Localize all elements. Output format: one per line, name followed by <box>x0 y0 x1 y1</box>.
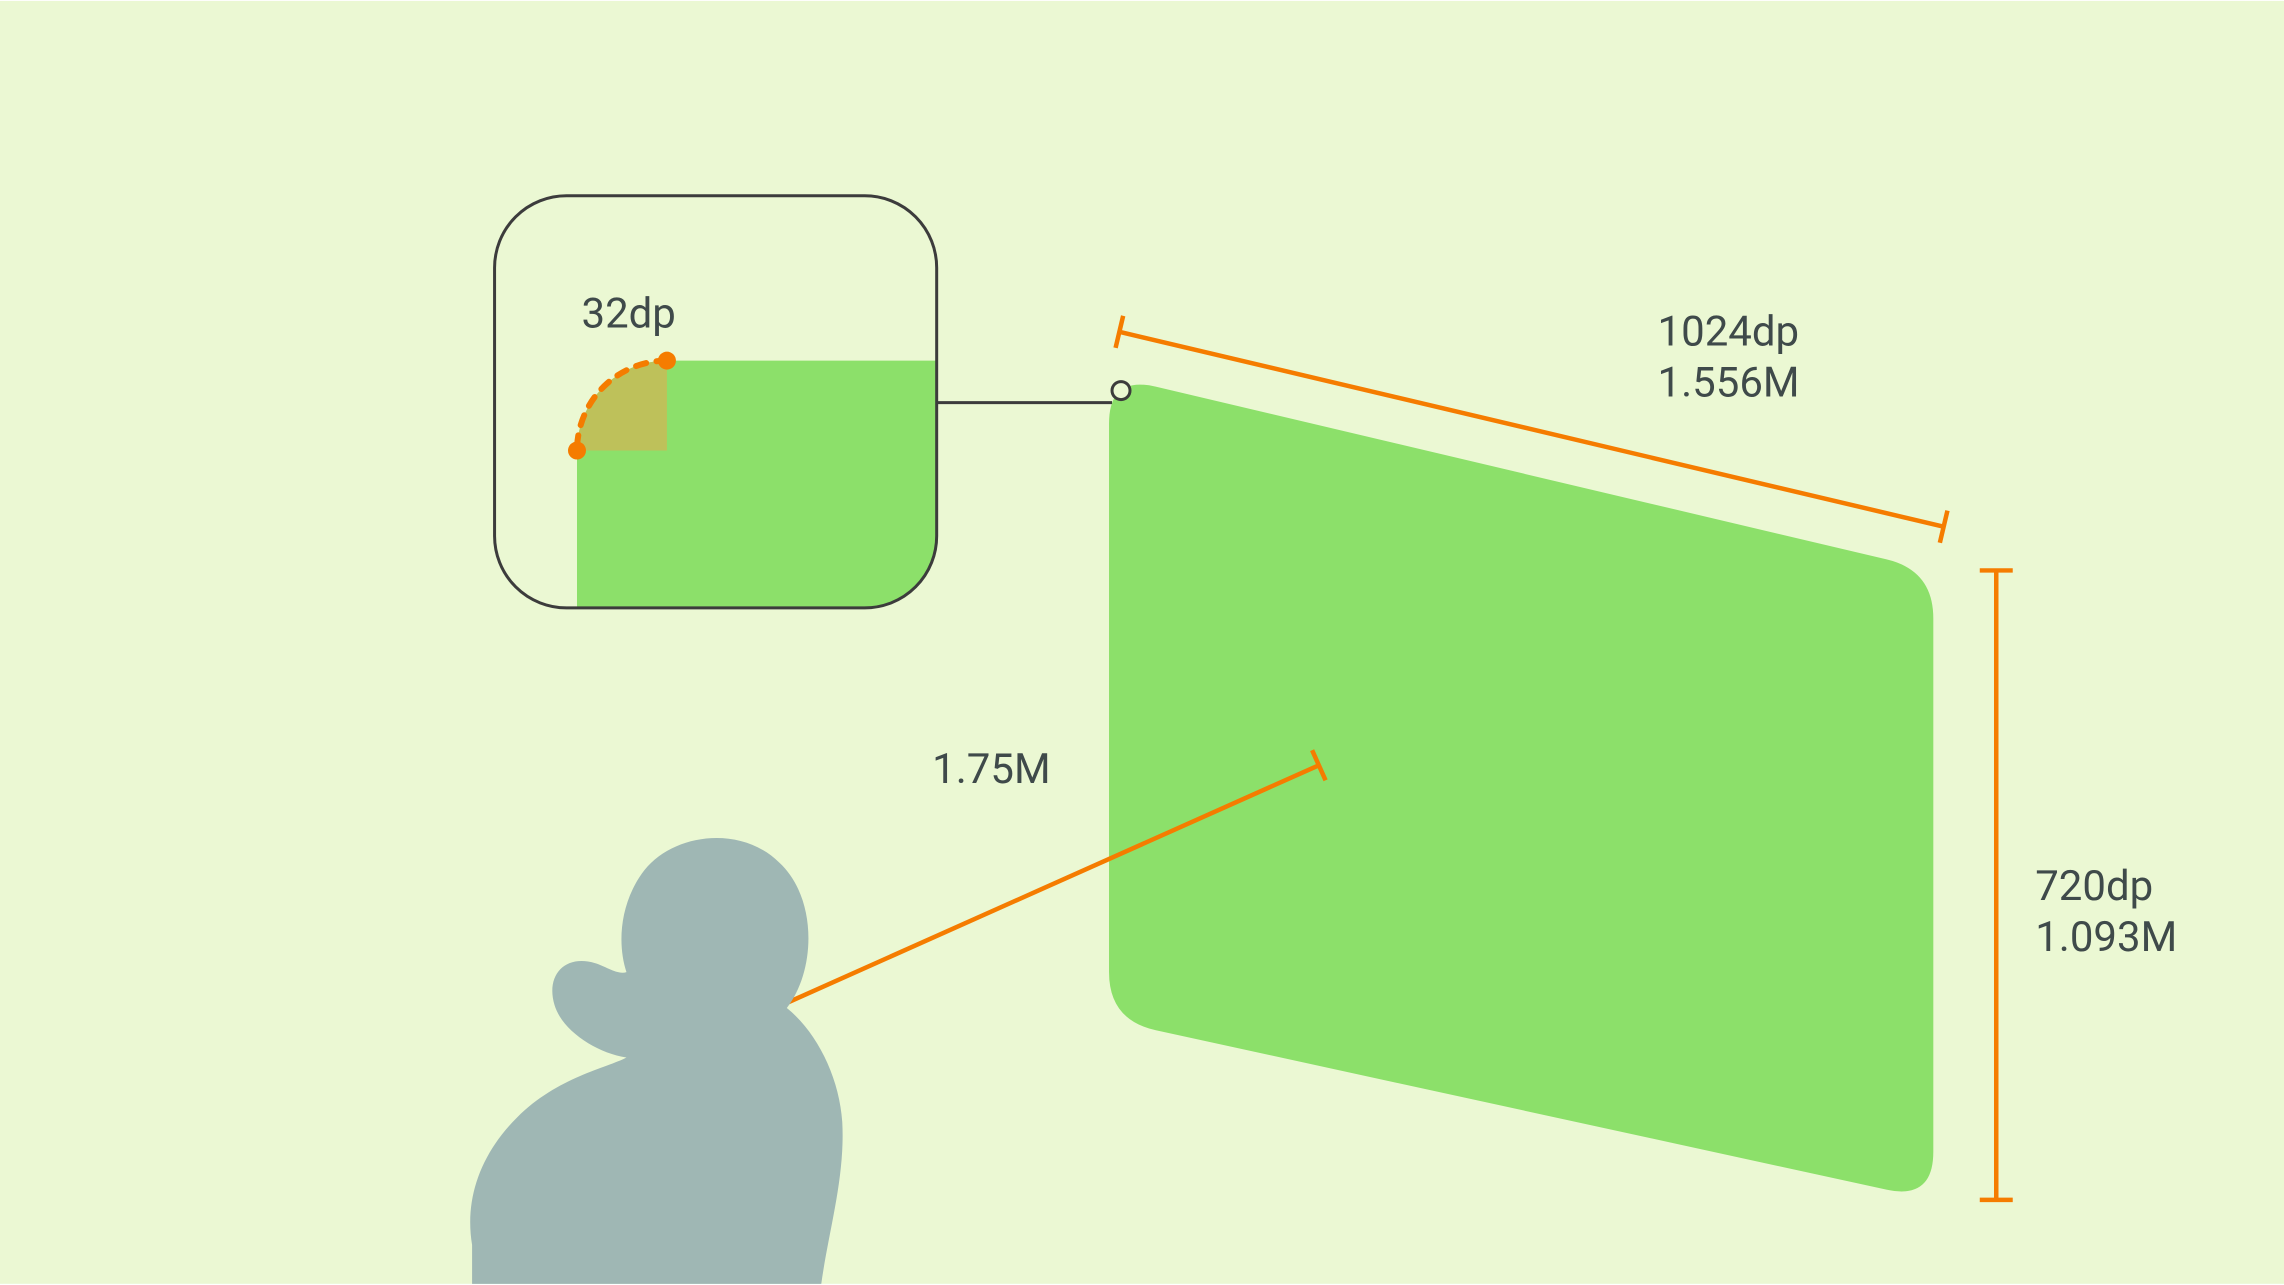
height-label-m: 1.093M <box>2035 913 2177 962</box>
corner-radius-marker-top <box>658 352 676 370</box>
distance-label: 1.75M <box>932 745 1050 794</box>
width-label-m: 1.556M <box>1658 359 1800 408</box>
corner-radius-marker-left <box>568 442 586 460</box>
diagram-svg: 1024dp 1.556M 720dp 1.093M 1.75M <box>0 0 2284 1285</box>
diagram-canvas: 1024dp 1.556M 720dp 1.093M 1.75M <box>0 0 2284 1285</box>
width-label-dp: 1024dp <box>1658 308 1800 357</box>
detail-connector-endpoint <box>1112 382 1130 400</box>
height-label-dp: 720dp <box>2035 862 2153 911</box>
corner-radius-label: 32dp <box>581 290 675 339</box>
